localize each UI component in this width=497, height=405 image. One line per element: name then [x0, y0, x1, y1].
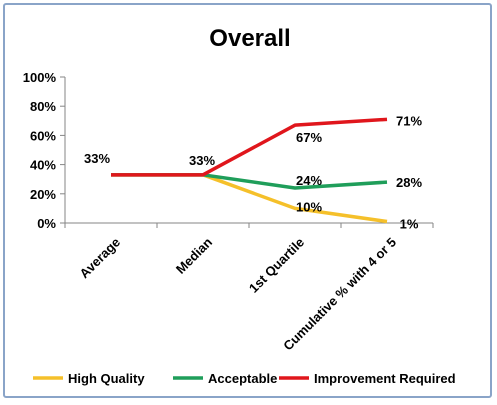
y-tick-label: 0% [37, 216, 56, 231]
x-category-label: Average [77, 235, 124, 282]
series-layer [111, 117, 388, 224]
data-label: 71% [396, 113, 422, 128]
line-chart: Overall 0%20%40%60%80%100%Average Median 1… [23, 25, 456, 386]
legend-label: High Quality [68, 371, 145, 386]
chart-frame: Overall 0% 20% 40% 60% 80% 100% Average Median 1… [3, 3, 492, 398]
data-label: 28% [396, 175, 422, 190]
x-category-label: 1st Quartile [246, 235, 307, 296]
data-label: 67% [296, 130, 322, 145]
y-tick-label: 20% [30, 187, 56, 202]
data-label: 33% [189, 153, 215, 168]
y-tick-label: 60% [30, 128, 56, 143]
series-line-acceptable [111, 173, 388, 190]
y-tick-label: 100% [23, 70, 57, 85]
legend: High Quality Acceptable Improvement Requir… [33, 371, 456, 386]
series-line-improvement-required [111, 117, 388, 177]
x-category-label: Median [173, 234, 215, 276]
data-labels: 10% 1% 24% 28% 33% 33% 67% 71% [84, 113, 422, 231]
legend-label: Improvement Required [314, 371, 456, 386]
data-label: 1% [400, 217, 419, 232]
axes: 0% 20% 40% 60% 80% 100% Average Median 1st Quart… [23, 70, 434, 353]
data-label: 24% [296, 173, 322, 188]
data-label: 10% [296, 199, 322, 214]
y-tick-label: 40% [30, 158, 56, 173]
data-label: 33% [84, 151, 110, 166]
chart-title: Overall [209, 25, 290, 52]
legend-label: Acceptable [208, 371, 277, 386]
y-tick-label: 80% [30, 99, 56, 114]
